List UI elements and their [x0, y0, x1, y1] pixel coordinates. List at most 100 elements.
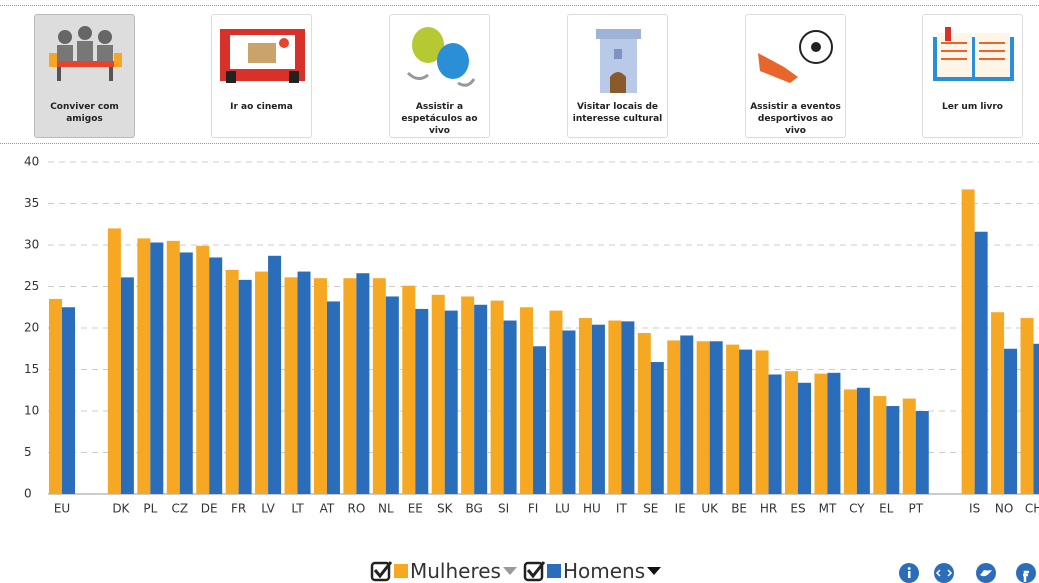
y-tick-label: 35 — [24, 196, 39, 210]
bar — [327, 301, 340, 494]
bar — [844, 389, 857, 494]
x-tick-label: PL — [143, 502, 157, 516]
bar — [226, 270, 239, 494]
bar — [739, 350, 752, 494]
bar — [533, 346, 546, 494]
y-tick-label: 25 — [24, 279, 39, 293]
legend-item[interactable]: Homens — [523, 559, 663, 583]
x-tick-label: SI — [498, 502, 509, 516]
bar — [798, 383, 811, 494]
bar — [356, 273, 369, 494]
bar — [1004, 349, 1017, 494]
bar — [1034, 344, 1039, 494]
bar — [209, 257, 222, 494]
x-tick-label: FI — [528, 502, 538, 516]
y-tick-label: 5 — [24, 445, 32, 459]
bar — [314, 278, 327, 494]
legend-label: Homens — [563, 559, 645, 583]
bar — [415, 309, 428, 494]
dropdown-arrow — [647, 567, 661, 575]
x-tick-label: SE — [643, 502, 658, 516]
bar — [975, 232, 988, 494]
legend-label: Mulheres — [410, 559, 501, 583]
y-tick-label: 10 — [24, 404, 39, 418]
bar — [298, 272, 311, 494]
legend-swatch — [547, 564, 561, 578]
bar — [239, 280, 252, 494]
x-tick-label: AT — [320, 502, 335, 516]
bar — [916, 411, 929, 494]
x-tick-label: UK — [701, 502, 719, 516]
bar — [562, 330, 575, 494]
bar — [285, 277, 298, 494]
bar — [491, 301, 504, 494]
bar — [137, 238, 150, 494]
checkbox[interactable] — [523, 560, 545, 582]
dropdown[interactable] — [501, 565, 519, 577]
bar — [474, 305, 487, 494]
share-icons — [898, 562, 1038, 583]
x-tick-label: DE — [201, 502, 218, 516]
bar — [386, 296, 399, 494]
dropdown[interactable] — [645, 565, 663, 577]
x-tick-label: BG — [465, 502, 482, 516]
bar — [373, 278, 386, 494]
bar — [827, 373, 840, 494]
x-tick-label: EE — [408, 502, 423, 516]
bar — [651, 362, 664, 494]
bar — [886, 406, 899, 494]
chart: 0510152025303540EUDKPLCZDEFRLVLTATRONLEE… — [0, 0, 1039, 583]
bar — [520, 307, 533, 494]
bar — [1021, 318, 1034, 494]
x-tick-label: BE — [731, 502, 747, 516]
y-tick-label: 20 — [24, 321, 39, 335]
bar — [432, 295, 445, 494]
x-tick-label: NL — [378, 502, 394, 516]
x-tick-label: FR — [231, 502, 246, 516]
legend-item[interactable]: Mulheres — [370, 559, 519, 583]
bar — [504, 321, 517, 494]
bar — [180, 252, 193, 494]
bar — [667, 340, 680, 494]
bar — [268, 256, 281, 494]
x-tick-label: LT — [291, 502, 304, 516]
bar — [857, 388, 870, 494]
legend-swatch — [394, 564, 408, 578]
x-tick-label: NO — [995, 502, 1013, 516]
bar — [962, 189, 975, 494]
bar — [726, 345, 739, 494]
bar — [402, 286, 415, 494]
page: Conviver com amigos Ir ao cinema Assisti… — [0, 0, 1039, 583]
x-tick-label: MT — [819, 502, 837, 516]
checkbox[interactable] — [370, 560, 392, 582]
x-tick-label: CH — [1025, 502, 1039, 516]
y-tick-label: 15 — [24, 362, 39, 376]
bar — [445, 311, 458, 494]
bar — [903, 399, 916, 494]
bar — [769, 374, 782, 494]
x-tick-label: ES — [790, 502, 805, 516]
x-tick-label: CY — [849, 502, 865, 516]
bar — [873, 396, 886, 494]
bar — [785, 371, 798, 494]
x-tick-label: HU — [583, 502, 601, 516]
bar — [579, 318, 592, 494]
x-tick-label: CZ — [171, 502, 188, 516]
bar — [710, 341, 723, 494]
x-tick-label: LV — [261, 502, 275, 516]
x-tick-label: EU — [54, 502, 70, 516]
x-tick-label: SK — [437, 502, 454, 516]
bar — [638, 333, 651, 494]
bar — [62, 307, 75, 494]
x-tick-label: IS — [969, 502, 980, 516]
bar — [680, 335, 693, 494]
bar — [196, 246, 209, 494]
x-tick-label: IT — [616, 502, 628, 516]
dropdown-arrow — [503, 567, 517, 575]
x-tick-label: DK — [112, 502, 130, 516]
x-tick-label: LU — [555, 502, 570, 516]
bar — [150, 243, 163, 494]
bar — [108, 228, 121, 494]
y-tick-label: 30 — [24, 238, 39, 252]
bar — [549, 311, 562, 494]
